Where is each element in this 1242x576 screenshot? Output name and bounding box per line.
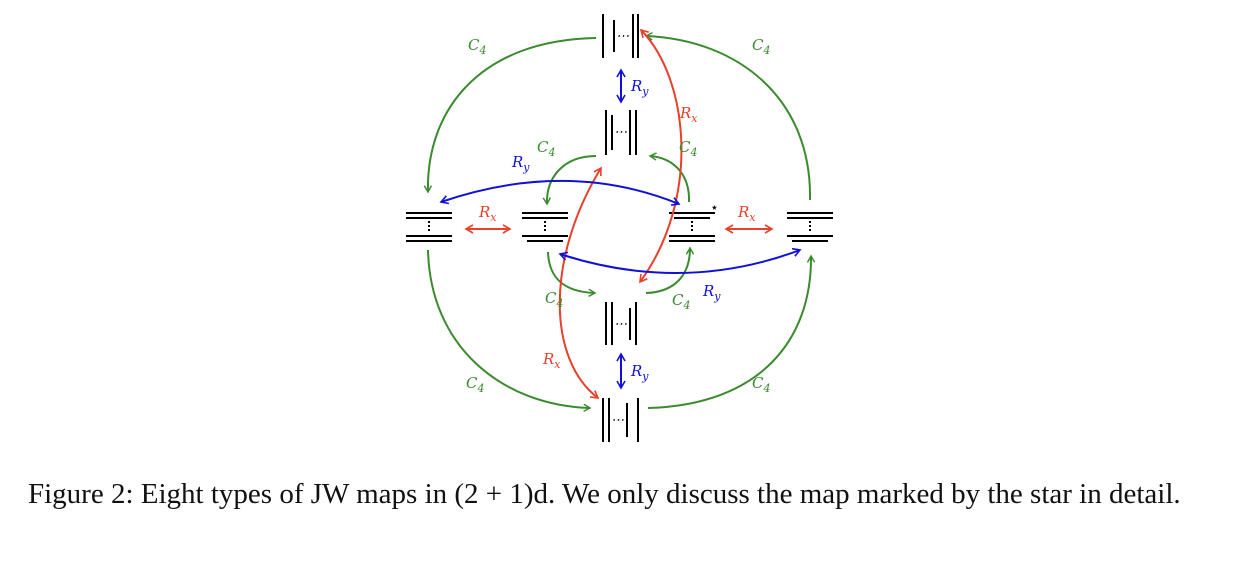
map-symbol-right-inner-starred — [669, 212, 715, 242]
label-ry-top: Ry — [630, 77, 649, 98]
map-symbol-left-inner — [522, 212, 568, 242]
map-symbol-left-outer — [406, 212, 452, 242]
svg-text:⋯: ⋯ — [611, 413, 624, 428]
label-c4-outer-top-right: C4 — [752, 36, 770, 57]
label-c4-outer-bottom-right: C4 — [752, 374, 770, 395]
map-symbol-bottom-inner: ⋯ — [605, 302, 637, 345]
map-symbol-top-inner: ⋯ — [605, 110, 637, 155]
label-c4-inner-top-left: C4 — [537, 138, 555, 159]
c4-arrow-outer-top-left — [423, 37, 597, 194]
figure-caption: Figure 2: Eight types of JW maps in (2 +… — [28, 474, 1218, 514]
label-rx-diagonal-top: Rx — [679, 104, 698, 125]
star-marker: ⋆ — [710, 200, 719, 216]
c4-arrow-inner-top-right — [648, 152, 691, 203]
caption-text: Eight types of JW maps in (2 + 1)d. We o… — [140, 478, 1181, 510]
map-symbol-bottom-outer: ⋯ — [602, 398, 639, 442]
rx-arrow-diagonal-top — [639, 28, 683, 284]
ry-arrow-lower-curve — [558, 247, 802, 274]
label-rx-left: Rx — [478, 203, 497, 224]
c4-arrow-outer-bottom-left — [427, 249, 592, 413]
svg-text:⋯: ⋯ — [614, 125, 627, 140]
label-ry-bottom: Ry — [630, 362, 649, 383]
svg-text:⋯: ⋯ — [614, 317, 627, 332]
label-c4-inner-bottom-left: C4 — [545, 289, 563, 310]
label-c4-inner-top-right: C4 — [679, 138, 697, 159]
ry-arrow-upper-curve — [439, 179, 681, 206]
label-c4-inner-bottom-right: C4 — [672, 291, 690, 312]
label-ry-lower-curve: Ry — [702, 282, 721, 303]
label-c4-outer-top-left: C4 — [468, 36, 486, 57]
map-symbol-right-outer — [787, 212, 833, 242]
map-symbol-top-outer: ⋯ — [602, 14, 639, 58]
c4-arrow-outer-top-right — [644, 32, 812, 201]
label-rx-diagonal-bottom: Rx — [542, 350, 561, 371]
c4-arrow-inner-bottom-right — [645, 246, 695, 294]
rx-arrow-diagonal-bottom — [558, 166, 602, 399]
jw-maps-diagram: ⋯ ⋯ ⋯ ⋯ ⋆ — [406, 14, 833, 442]
label-rx-right: Rx — [737, 203, 756, 224]
c4-arrow-outer-bottom-right — [647, 254, 816, 409]
svg-text:⋯: ⋯ — [616, 29, 629, 44]
label-c4-outer-bottom-left: C4 — [466, 374, 484, 395]
caption-number: Figure 2: — [28, 478, 134, 510]
label-ry-upper-curve: Ry — [511, 153, 530, 174]
